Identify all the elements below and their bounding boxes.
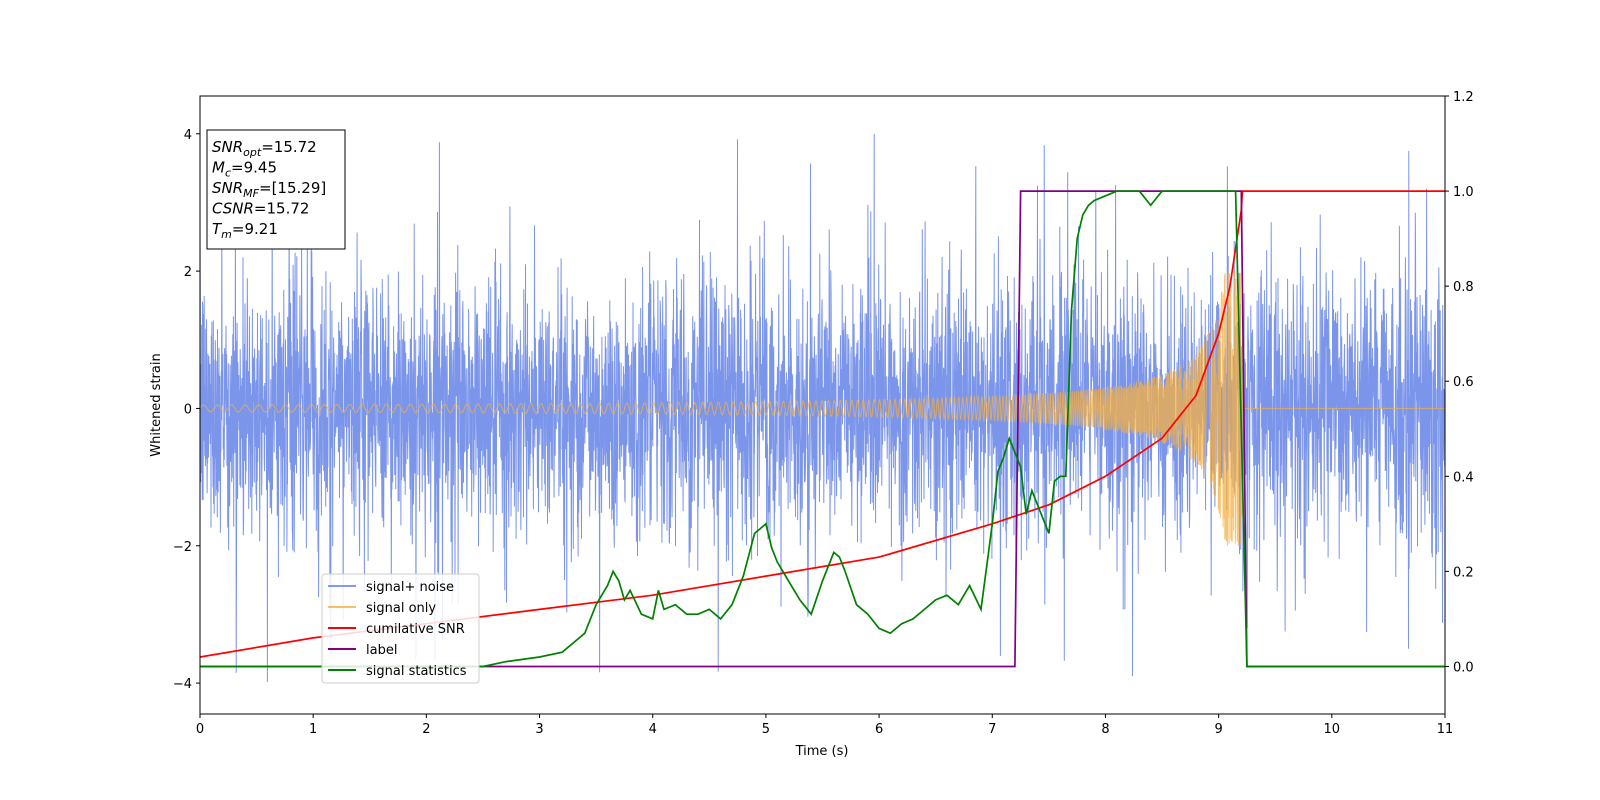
annotation-line: CSNR=15.72 (212, 200, 309, 218)
annotation-line: SNRopt=15.72 (212, 138, 317, 159)
legend-label: signal+ noise (366, 580, 454, 595)
legend-label: signal statistics (366, 664, 467, 679)
x-tick-label: 9 (1214, 722, 1222, 737)
x-tick-label: 4 (649, 722, 657, 737)
series-signal-only (200, 270, 1445, 546)
annotation-box: SNRopt=15.72Mc=9.45SNRMF=[15.29]CSNR=15.… (206, 129, 346, 250)
legend-label: signal only (366, 601, 436, 616)
x-tick-label: 5 (762, 722, 770, 737)
x-axis-label: Time (s) (795, 744, 849, 759)
y-left-tick-label: 2 (184, 265, 192, 280)
annotation-line: Mc=9.45 (212, 159, 277, 180)
x-tick-label: 1 (309, 722, 317, 737)
legend: signal+ noise signal only cumilative SNR la… (321, 573, 480, 684)
y-axis-label: Whitened strain (149, 353, 164, 456)
x-tick-label: 2 (422, 722, 430, 737)
y-right-tick-label: 0.8 (1453, 280, 1474, 295)
y-left-tick-label: −2 (173, 540, 192, 555)
annotation-frame (206, 129, 346, 250)
y-right-tick-label: 0.0 (1453, 660, 1474, 675)
y-right-tick-label: 0.6 (1453, 375, 1474, 390)
x-tick-label: 0 (196, 722, 204, 737)
y-right-tick-label: 0.2 (1453, 565, 1474, 580)
y-left-tick-label: 0 (184, 402, 192, 417)
x-tick-label: 6 (875, 722, 883, 737)
y-right-tick-label: 0.4 (1453, 470, 1474, 485)
y-left-tick-label: −4 (173, 677, 192, 692)
x-tick-label: 7 (988, 722, 996, 737)
x-tick-label: 10 (1324, 722, 1341, 737)
axes: 0 1 2 3 4 5 6 7 8 9 10 11 4 2 0 −2 −4 1.2 1.0 0.8 0.6 0.4 0.2 0… (173, 90, 1474, 737)
y-right-tick-label: 1.0 (1453, 185, 1474, 200)
legend-label: label (366, 643, 397, 658)
annotation-line: Tm=9.21 (212, 220, 278, 241)
y-right-tick-label: 1.2 (1453, 90, 1474, 105)
x-tick-label: 3 (535, 722, 543, 737)
x-tick-label: 8 (1101, 722, 1109, 737)
y-left-tick-label: 4 (184, 128, 192, 143)
plot-frame (199, 95, 1446, 715)
legend-frame (321, 573, 480, 684)
legend-label: cumilative SNR (366, 622, 465, 637)
series-signal-statistics (200, 190, 1445, 668)
annotation-line: SNRMF=[15.29] (212, 179, 326, 200)
x-tick-label: 11 (1437, 722, 1454, 737)
plot-area (200, 133, 1445, 683)
